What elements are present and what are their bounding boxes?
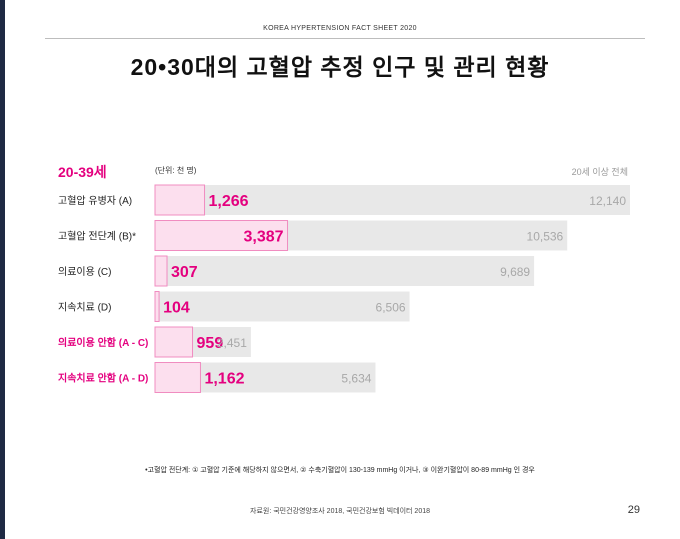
header-note: KOREA HYPERTENSION FACT SHEET 2020 [263,25,417,32]
total-series-label: 20세 이상 전체 [571,167,628,177]
youth-value-label: 1,266 [209,193,249,210]
total-value-label: 5,634 [341,372,371,386]
total-bar [155,185,630,215]
unit-label: (단위: 천 명) [155,166,197,175]
youth-value-label: 307 [171,264,198,281]
left-edge-bar [0,0,5,539]
footnote: •고혈압 전단계: ① 고혈압 기준에 해당하지 않으면서, ② 수축기혈압이 … [145,467,535,474]
youth-bar [154,220,289,251]
group-label: 20-39세 [58,164,107,180]
youth-value-label: 3,387 [243,229,283,246]
category-label: 고혈압 전단계 (B)* [58,230,136,243]
youth-bar [154,362,201,393]
youth-value-label: 959 [197,335,224,352]
category-label: 고혈압 유병자 (A) [58,194,132,207]
total-value-label: 12,140 [589,194,626,208]
youth-value-label: 1,162 [204,371,244,388]
category-label: 의료이용 (C) [58,266,111,278]
category-label: 지속치료 (D) [58,302,111,314]
category-label: 의료이용 안함 (A - C) [58,336,148,349]
youth-bar [154,291,160,322]
category-label: 지속치료 안함 (A - D) [58,372,148,385]
page-number: 29 [627,504,640,516]
total-bar [155,291,410,322]
page-title: 20•30대의 고혈압 추정 인구 및 관리 현황 [130,54,550,80]
source-note: 자료원: 국민건강영양조사 2018, 국민건강보험 빅데이터 2018 [250,508,430,515]
youth-value-label: 104 [163,300,190,317]
total-bar [155,256,535,286]
total-value-label: 9,689 [500,265,530,279]
total-value-label: 2,451 [217,336,247,350]
youth-bar [154,255,168,287]
header-divider [45,38,645,39]
youth-bar [154,184,206,216]
total-value-label: 6,506 [376,301,406,315]
youth-bar [154,326,194,358]
total-value-label: 10,536 [527,230,564,244]
